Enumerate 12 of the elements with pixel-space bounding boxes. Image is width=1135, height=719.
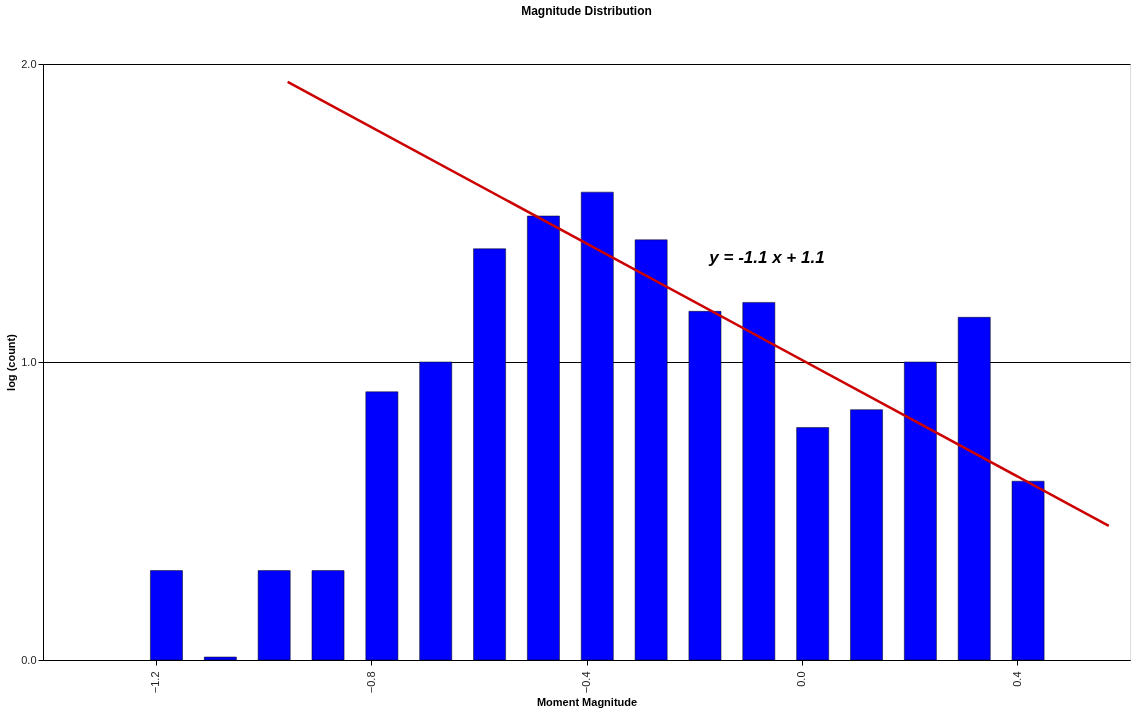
y-tick-label: 1.0 bbox=[21, 355, 37, 368]
x-tick-label: −1.2 bbox=[149, 671, 162, 694]
x-tick-label: 0.4 bbox=[1010, 671, 1023, 687]
chart-title: Magnitude Distribution bbox=[521, 4, 652, 18]
y-axis-title: log (count) bbox=[5, 333, 18, 391]
y-tick-label: 0.0 bbox=[21, 653, 37, 666]
x-tick-label: 0.0 bbox=[795, 671, 808, 687]
x-tick-label: −0.4 bbox=[580, 671, 592, 694]
annotation: y = -1.1 x + 1.1 bbox=[708, 248, 825, 267]
x-axis-title: Moment Magnitude bbox=[536, 696, 638, 709]
y-tick-label: 2.0 bbox=[21, 57, 37, 70]
x-tick-label: −0.8 bbox=[364, 671, 377, 694]
